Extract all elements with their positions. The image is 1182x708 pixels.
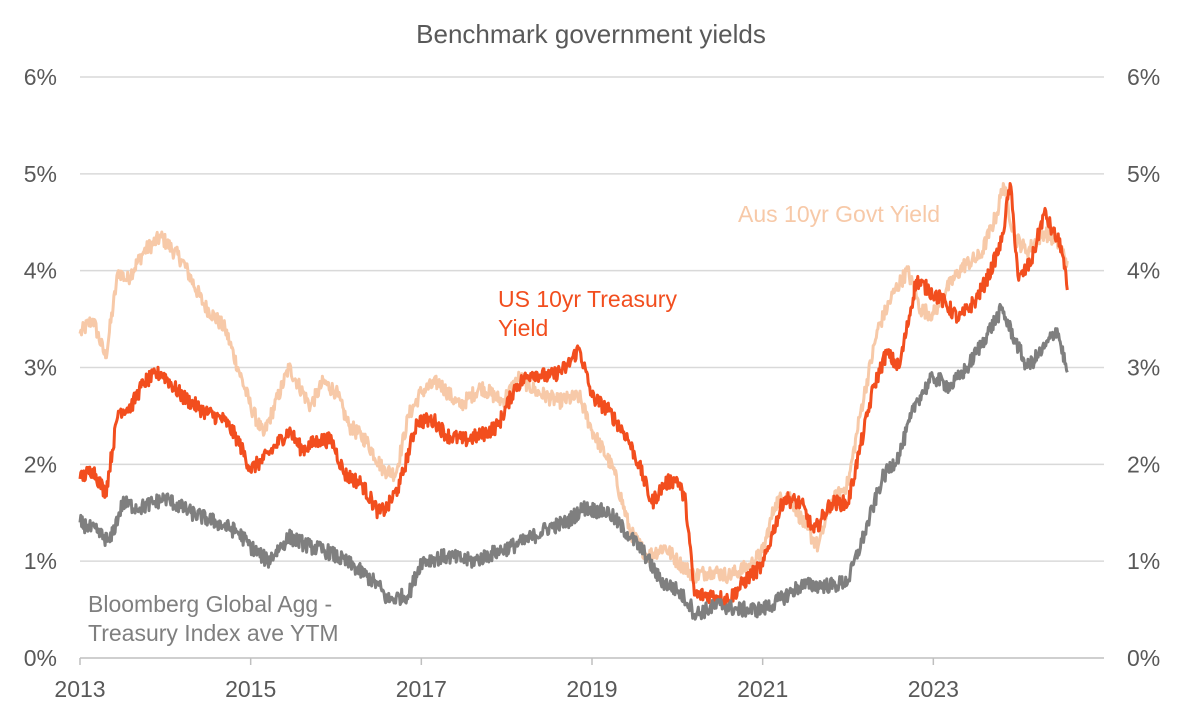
y-tick-label-left: 2% bbox=[24, 451, 57, 477]
y-tick-label-right: 6% bbox=[1127, 64, 1160, 90]
x-tick-label: 2013 bbox=[54, 676, 105, 702]
y-tick-label-right: 1% bbox=[1127, 548, 1160, 574]
series-line-aus bbox=[78, 182, 1069, 585]
series-line-us bbox=[78, 182, 1069, 607]
annotation-us-line1: US 10yr Treasury bbox=[498, 286, 677, 312]
y-tick-label-left: 1% bbox=[24, 548, 57, 574]
x-tick-label: 2023 bbox=[908, 676, 959, 702]
y-axis-left: 0% 1% 2% 3% 4% 5% 6% bbox=[24, 64, 57, 671]
y-tick-label-left: 0% bbox=[24, 645, 57, 671]
series-group bbox=[78, 182, 1069, 621]
x-tick-label: 2021 bbox=[737, 676, 788, 702]
y-tick-label-left: 6% bbox=[24, 64, 57, 90]
chart-title: Benchmark government yields bbox=[416, 19, 766, 49]
gridlines bbox=[80, 76, 1104, 562]
y-tick-label-right: 0% bbox=[1127, 645, 1160, 671]
x-tick-label: 2017 bbox=[396, 676, 447, 702]
y-tick-label-right: 5% bbox=[1127, 161, 1160, 187]
x-tick-label: 2015 bbox=[225, 676, 276, 702]
x-tick-label: 2019 bbox=[566, 676, 617, 702]
x-axis: 2013 2015 2017 2019 2021 2023 bbox=[54, 657, 1104, 702]
y-tick-label-right: 2% bbox=[1127, 451, 1160, 477]
annotation-agg-line1: Bloomberg Global Agg - bbox=[88, 591, 332, 617]
annotation-aus: Aus 10yr Govt Yield bbox=[738, 201, 940, 227]
y-tick-label-left: 3% bbox=[24, 355, 57, 381]
y-tick-label-right: 3% bbox=[1127, 355, 1160, 381]
annotation-agg-line2: Treasury Index ave YTM bbox=[88, 620, 339, 646]
y-tick-label-left: 4% bbox=[24, 258, 57, 284]
series-line-agg bbox=[78, 302, 1069, 621]
y-tick-label-right: 4% bbox=[1127, 258, 1160, 284]
y-axis-right: 0% 1% 2% 3% 4% 5% 6% bbox=[1127, 64, 1160, 671]
y-tick-label-left: 5% bbox=[24, 161, 57, 187]
annotation-us-line2: Yield bbox=[498, 315, 548, 341]
